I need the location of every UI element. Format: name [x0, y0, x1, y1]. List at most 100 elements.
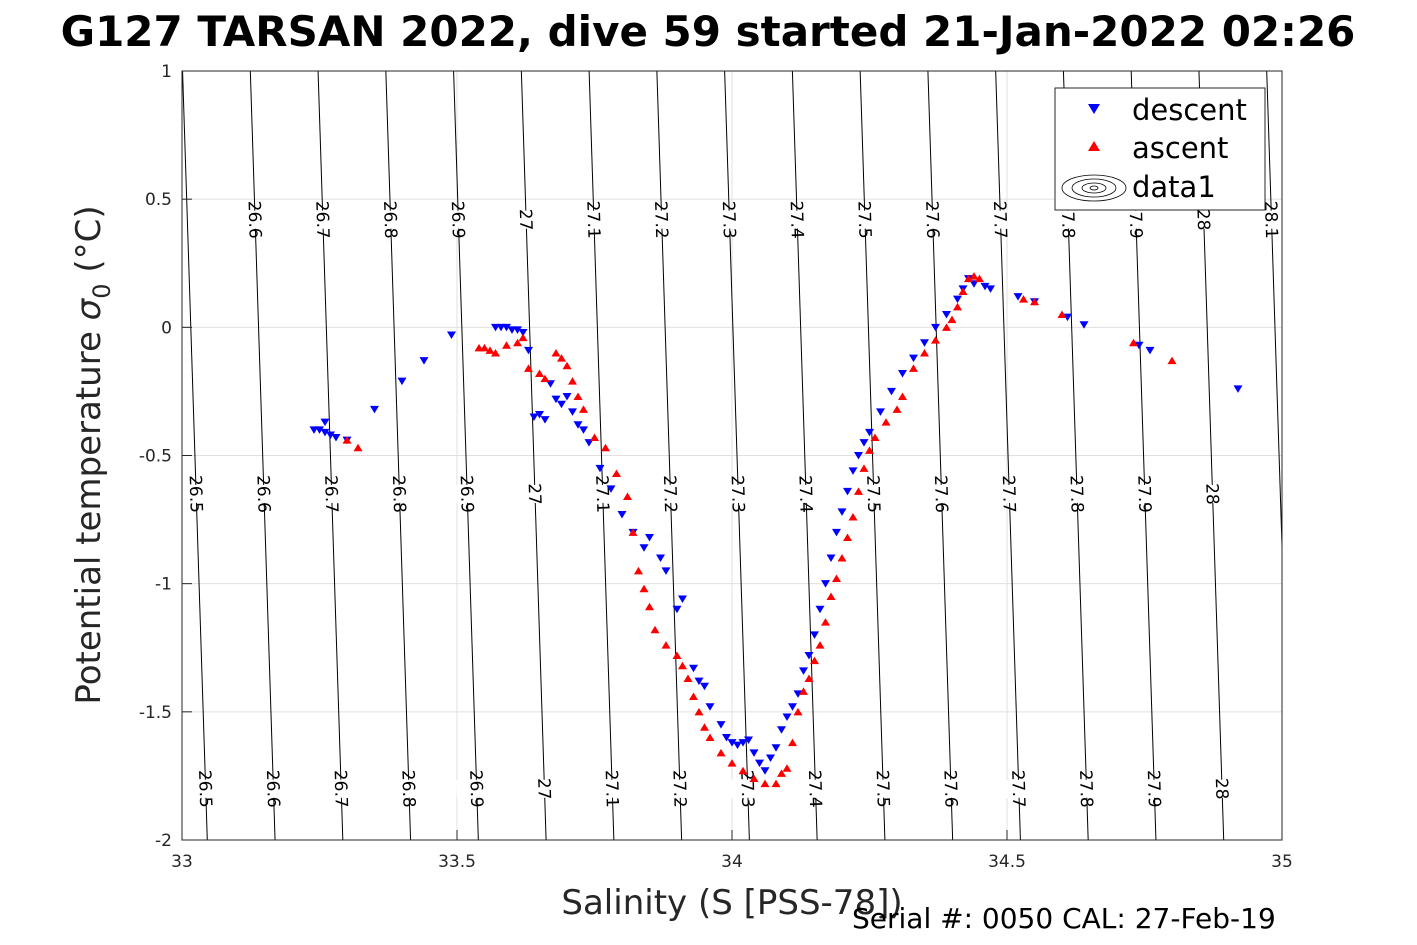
descent-point [672, 605, 682, 614]
descent-point [876, 408, 885, 416]
contour-line [724, 71, 750, 840]
ascent-point [975, 274, 984, 283]
contour-label: 26.9 [465, 770, 486, 808]
descent-point [1079, 321, 1089, 329]
contour-27: 27 27 27 [505, 71, 565, 840]
descent-point [524, 346, 533, 355]
ascent-point [771, 779, 781, 788]
descent-point [326, 431, 335, 439]
descent-point [755, 759, 764, 768]
contour-label-bg [1115, 210, 1157, 230]
contour-label: 26.8 [379, 200, 400, 238]
descent-point [837, 508, 847, 516]
contour-label-bg [514, 484, 556, 504]
ascent-point [634, 566, 643, 575]
descent-point [865, 428, 874, 437]
data-points [309, 272, 1243, 788]
contour-27.3: 27.327.327.3 [709, 71, 769, 840]
axis-ticks: 33 33.5 34 34.5 35 1 0.5 0 -0.5 -1 -1.5 -2 [139, 62, 1293, 872]
series-ascent [342, 272, 1177, 788]
descent-point [749, 749, 759, 757]
ascent-point [799, 687, 808, 695]
ascent-point [639, 584, 649, 593]
y-tick-label: 0 [161, 318, 172, 338]
contour-label-bg [388, 779, 430, 799]
ascent-point [1030, 297, 1039, 306]
contour-label-bg [438, 210, 479, 230]
contour-label-bg [1066, 779, 1107, 799]
contour-label-bg [1134, 779, 1175, 799]
ascent-point [700, 723, 709, 731]
ascent-point [865, 446, 874, 454]
ascent-point [524, 364, 533, 372]
legend-descent-marker [1088, 104, 1100, 114]
contour-line [1266, 71, 1282, 562]
descent-point [760, 767, 770, 775]
contour-label: 26.5 [194, 770, 215, 808]
descent-point [969, 280, 979, 288]
ascent-point [623, 492, 632, 501]
contour-label: 27.3 [727, 475, 748, 513]
ascent-point [810, 656, 819, 665]
contour-label: 27 [524, 483, 545, 505]
contour-label: 27.4 [794, 475, 815, 513]
descent-point [727, 739, 737, 747]
descent-point [738, 739, 748, 747]
descent-point [678, 595, 687, 604]
contour-label-bg [921, 484, 962, 504]
descent-point [832, 528, 841, 537]
x-tick-label: 34.5 [988, 852, 1026, 872]
ascent-point [518, 333, 528, 342]
y-tick-label: -1.5 [139, 703, 172, 723]
contour-line [453, 71, 479, 840]
contour-label-bg [709, 210, 750, 230]
ascent-point [727, 759, 737, 767]
descent-point [733, 741, 742, 750]
contour-line [927, 71, 954, 840]
y-tick-label: 1 [161, 62, 172, 82]
contour-label: 27.2 [659, 475, 680, 513]
ascent-point [832, 574, 841, 583]
grid [181, 70, 1283, 841]
contour-label: 27.7 [998, 475, 1019, 513]
ascent-point [909, 364, 918, 372]
contour-label: 26.6 [262, 770, 283, 808]
descent-point [320, 418, 330, 427]
descent-point [502, 323, 511, 332]
descent-point [689, 664, 698, 673]
descent-point [557, 400, 566, 409]
ascent-point [953, 302, 962, 311]
contour-line [995, 71, 1021, 840]
series-descent [309, 275, 1243, 775]
descent-point [331, 434, 341, 442]
contour-label-bg [795, 779, 836, 799]
contour-label: 26.6 [252, 475, 273, 513]
ascent-point [678, 661, 687, 670]
descent-point [859, 439, 869, 447]
ascent-point [540, 374, 550, 383]
descent-point [573, 421, 583, 429]
ascent-point [551, 348, 561, 357]
contour-label: 26.8 [388, 475, 409, 513]
contour-label-bg [253, 779, 294, 799]
contour-line [520, 71, 547, 840]
descent-point [722, 733, 731, 742]
ascent-point [672, 651, 682, 659]
descent-point [513, 326, 522, 334]
legend: descent ascent data1 [1054, 87, 1266, 211]
contour-label-bg [1056, 484, 1098, 504]
descent-point [606, 485, 616, 493]
contour-label: 27.3 [718, 200, 739, 238]
descent-point [782, 713, 792, 721]
x-tick-label: 33.5 [438, 852, 476, 872]
contour-label: 27 [515, 209, 536, 231]
ascent-point [870, 433, 880, 442]
descent-point [799, 667, 808, 675]
descent-point [777, 726, 786, 734]
contour-label: 27 [533, 778, 554, 800]
contour-label: 28 [1201, 483, 1222, 505]
contour-label-bg [853, 484, 895, 504]
contour-label: 26.7 [311, 200, 332, 238]
ascent-point [683, 674, 693, 683]
ascent-point [661, 641, 671, 649]
